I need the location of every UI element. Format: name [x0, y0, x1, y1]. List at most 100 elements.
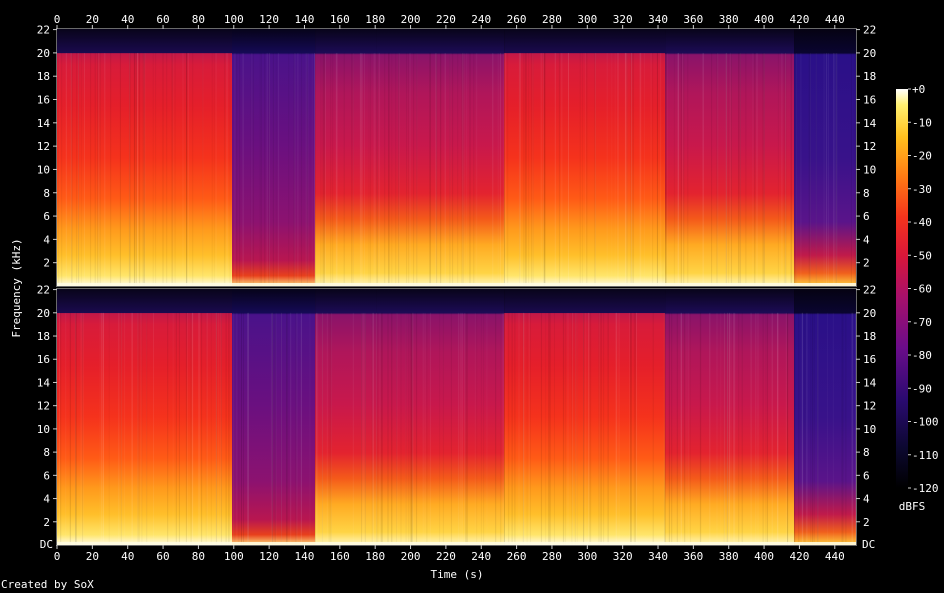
spectrogram-streak: [726, 312, 728, 546]
spectrogram-streak: [103, 312, 104, 546]
spectrogram-streak: [440, 52, 442, 286]
spectrogram-streak: [377, 52, 378, 286]
spectrogram-streak: [452, 52, 454, 286]
spectrogram-streak: [785, 52, 787, 286]
y-tick-label: 22: [37, 284, 50, 297]
x-tick-label: 420: [789, 550, 809, 563]
spectrogram-streak: [650, 52, 652, 286]
y-tick-label: 10: [37, 423, 50, 436]
spectrogram-streak: [808, 52, 810, 286]
spectrogram-streak: [133, 52, 135, 286]
spectrogram-streak: [186, 52, 188, 286]
spectrogram-streak: [733, 312, 735, 546]
spectrogram-streak: [60, 312, 62, 546]
spectrogram-streak: [76, 52, 78, 286]
spectrogram-streak: [101, 312, 103, 546]
spectrogram-streak: [525, 52, 527, 286]
spectrogram-segment: [315, 29, 377, 286]
spectrogram-streak: [364, 312, 366, 546]
colorbar-tick-label: -110: [912, 449, 939, 462]
spectrogram-streak: [588, 313, 589, 545]
spectrogram-streak: [668, 312, 670, 546]
colorbar-label: dBFS: [899, 500, 926, 513]
spectrogram-streak: [271, 312, 273, 546]
y-tick-label: 6: [43, 210, 50, 223]
y-tick-label: 18: [37, 70, 50, 83]
spectrogram-streak: [545, 313, 546, 545]
spectrogram-streak: [187, 312, 188, 546]
y-tick-label: 4: [863, 233, 870, 246]
spectrogram-streak: [155, 52, 157, 286]
spectrogram-streak: [78, 52, 79, 286]
x-tick-label: 440: [825, 550, 845, 563]
spectrogram-streak: [173, 313, 174, 545]
y-tick-label: 12: [37, 400, 50, 413]
spectrogram-streak: [135, 52, 137, 286]
spectrogram-streak: [505, 312, 507, 546]
spectrogram-streak: [738, 52, 740, 286]
spectrogram-streak: [671, 312, 673, 546]
spectrogram-streak: [834, 52, 836, 286]
spectrogram-streak: [630, 312, 632, 546]
spectrogram-streak: [745, 52, 747, 286]
spectrogram-streak: [332, 52, 334, 286]
spectrogram-streak: [571, 312, 573, 546]
spectrogram-streak: [850, 52, 852, 286]
y-tick-label: 8: [863, 446, 870, 459]
x-tick-label: 360: [683, 550, 703, 563]
spectrogram-streak: [142, 52, 144, 286]
spectrogram-streak: [720, 313, 721, 545]
spectrogram-streak: [785, 312, 787, 546]
spectrogram-streak: [408, 52, 410, 286]
spectrogram-streak: [630, 312, 632, 546]
x-tick-label: 240: [471, 550, 491, 563]
spectrogram-streak: [178, 312, 180, 546]
spectrogram-streak: [238, 312, 240, 546]
spectrogram-streak: [380, 312, 382, 546]
spectrogram-streak: [473, 52, 475, 286]
x-tick-label: 440: [825, 13, 845, 26]
spectrogram-streak: [251, 53, 252, 286]
spectrogram-streak: [827, 313, 828, 545]
spectrogram-streak: [82, 312, 84, 546]
y-tick-label: 4: [43, 233, 50, 246]
spectrogram-streak: [657, 52, 658, 286]
spectrogram-streak: [582, 53, 583, 286]
spectrogram-streak: [424, 312, 426, 546]
spectrogram-streak: [371, 312, 373, 546]
spectrogram-streak: [834, 53, 835, 286]
spectrogram-streak: [416, 312, 417, 546]
credit-text: Created by SoX: [1, 578, 94, 591]
spectrogram-streak: [815, 52, 817, 286]
spectrogram-streak: [630, 52, 632, 286]
spectrogram-streak: [129, 52, 131, 286]
y-tick-label: 16: [863, 353, 876, 366]
spectrogram-streak: [71, 52, 73, 286]
x-tick-label: 220: [436, 550, 456, 563]
spectrogram-streak: [644, 53, 645, 286]
spectrogram-streak: [680, 52, 682, 286]
y-tick-label: 16: [37, 94, 50, 107]
spectrogram-streak: [316, 312, 318, 546]
x-tick-label: 40: [121, 550, 134, 563]
spectrogram-streak: [483, 312, 485, 546]
spectrogram-streak: [762, 312, 764, 546]
spectrogram-streak: [801, 312, 803, 546]
spectrogram-segment: [232, 289, 316, 545]
spectrogram-streak: [270, 312, 272, 546]
y-tick-label: 18: [863, 70, 876, 83]
spectrogram-segment: [794, 29, 856, 286]
spectrogram-streak: [531, 52, 533, 286]
spectrogram-segment: [794, 289, 856, 545]
spectrogram-streak: [363, 313, 364, 545]
spectrogram-streak: [664, 312, 666, 546]
spectrogram-streak: [540, 312, 542, 546]
y-tick-label: 6: [43, 469, 50, 482]
spectrogram-streak: [225, 312, 227, 546]
spectrogram-streak: [500, 312, 502, 546]
spectrogram-streak: [391, 53, 392, 286]
spectrogram-streak: [730, 312, 732, 546]
spectrogram-streak: [411, 312, 413, 546]
spectrogram-streak: [369, 53, 370, 286]
spectrogram-streak: [680, 312, 682, 546]
